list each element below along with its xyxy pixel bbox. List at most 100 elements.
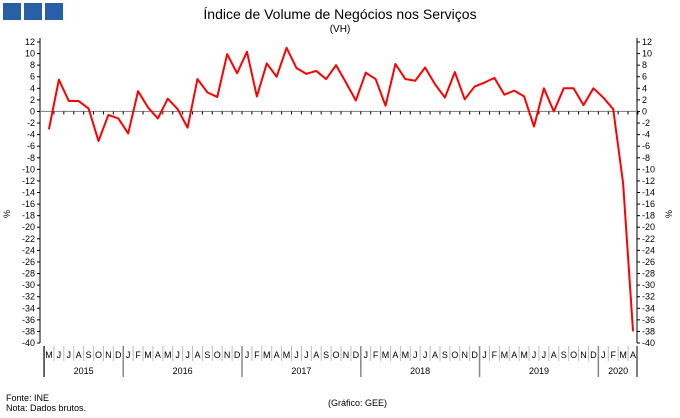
month-label: M — [164, 350, 172, 360]
data-point — [592, 87, 595, 90]
y-tick-label-right: -22 — [642, 234, 655, 244]
month-label: D — [471, 350, 478, 360]
year-label: 2020 — [608, 366, 628, 376]
y-tick-label-right: -2 — [642, 118, 650, 128]
data-point — [424, 66, 426, 69]
y-tick-label-left: 8 — [30, 60, 35, 70]
data-point — [483, 81, 486, 84]
data-point — [533, 125, 535, 128]
y-tick-label-left: -40 — [22, 338, 35, 348]
month-label: O — [570, 350, 577, 360]
data-point — [325, 78, 327, 80]
data-point — [236, 72, 238, 75]
month-label: S — [86, 350, 92, 360]
y-tick-label-left: -18 — [22, 211, 35, 221]
month-label: D — [590, 350, 597, 360]
y-tick-label-right: 10 — [642, 49, 652, 59]
month-label: M — [501, 350, 509, 360]
y-tick-label-left: 2 — [30, 95, 35, 105]
data-point — [622, 182, 624, 185]
data-point — [67, 100, 70, 102]
data-point — [394, 63, 397, 65]
data-point — [77, 100, 80, 102]
source-note: Fonte: INE — [6, 393, 50, 403]
y-tick-label-left: 4 — [30, 83, 35, 93]
y-tick-label-right: 0 — [642, 106, 647, 116]
data-point — [335, 64, 337, 66]
month-label: D — [353, 350, 360, 360]
y-tick-label-right: -16 — [642, 199, 655, 209]
month-label: J — [185, 350, 190, 360]
credit-note: (Gráfico: GEE) — [328, 398, 388, 408]
month-label: J — [57, 350, 62, 360]
month-label: M — [144, 350, 152, 360]
month-label: A — [432, 350, 438, 360]
y-tick-label-left: -4 — [27, 130, 35, 140]
y-tick-label-left: -34 — [22, 303, 35, 313]
month-label: N — [224, 350, 231, 360]
data-point — [166, 97, 169, 100]
y-tick-label-right: -36 — [642, 315, 655, 325]
data-point — [87, 107, 90, 110]
year-label: 2019 — [529, 366, 549, 376]
y-tick-label-left: 10 — [25, 49, 35, 59]
data-point — [503, 93, 506, 96]
data-point — [186, 126, 189, 129]
y-tick-label-left: -36 — [22, 315, 35, 325]
month-label: A — [630, 350, 636, 360]
month-label: O — [333, 350, 340, 360]
month-label: S — [442, 350, 448, 360]
month-label: J — [126, 350, 131, 360]
data-point — [602, 96, 605, 99]
data-point — [58, 78, 60, 81]
data-point — [137, 90, 139, 93]
y-tick-label-right: -14 — [642, 188, 655, 198]
data-point — [553, 110, 555, 113]
month-label: J — [423, 350, 428, 360]
month-label: N — [580, 350, 587, 360]
data-point — [404, 78, 407, 80]
data-point — [127, 132, 129, 135]
data-point — [572, 87, 575, 90]
y-tick-label-right: -30 — [642, 280, 655, 290]
month-label: J — [532, 350, 537, 360]
data-point — [444, 96, 446, 99]
data-point — [454, 71, 456, 73]
data-point — [523, 95, 525, 98]
data-point — [374, 78, 377, 80]
y-tick-label-left: -10 — [22, 164, 35, 174]
y-tick-label-right: 4 — [642, 83, 647, 93]
data-point — [48, 128, 50, 130]
month-label: M — [619, 350, 627, 360]
data-point — [285, 46, 288, 49]
month-label: S — [204, 350, 210, 360]
y-tick-label-right: 12 — [642, 37, 652, 47]
month-label: M — [45, 350, 53, 360]
month-label: F — [373, 350, 379, 360]
month-label: S — [323, 350, 329, 360]
year-label: 2015 — [74, 366, 94, 376]
y-tick-label-right: 6 — [642, 72, 647, 82]
month-label: J — [413, 350, 418, 360]
y-tick-label-right: 2 — [642, 95, 647, 105]
y-tick-label-left: -22 — [22, 234, 35, 244]
y-tick-label-left: -16 — [22, 199, 35, 209]
chart-subtitle: (VH) — [329, 24, 351, 35]
month-label: M — [263, 350, 271, 360]
data-point — [206, 91, 209, 94]
y-axis-label-left: % — [2, 210, 12, 218]
data-point — [493, 77, 496, 79]
month-label: O — [95, 350, 102, 360]
month-label: J — [542, 350, 547, 360]
month-label: J — [363, 350, 368, 360]
y-tick-label-right: -8 — [642, 153, 650, 163]
month-label: A — [511, 350, 517, 360]
data-point — [265, 62, 268, 65]
month-label: J — [601, 350, 606, 360]
y-tick-label-left: -2 — [27, 118, 35, 128]
data-point — [295, 67, 298, 69]
y-tick-label-right: -20 — [642, 222, 655, 232]
month-label: F — [254, 350, 260, 360]
y-tick-label-left: -38 — [22, 326, 35, 336]
